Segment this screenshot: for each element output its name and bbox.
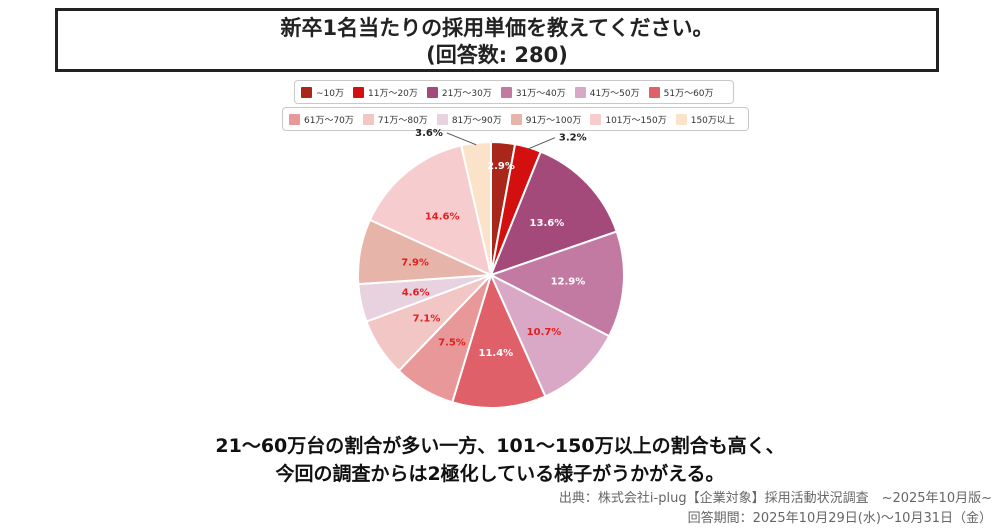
legend-swatch [648,86,660,98]
legend-label: 11万～20万 [368,88,418,99]
slice-label: 7.1% [413,313,441,324]
legend-swatch [574,86,586,98]
leader-line [527,137,556,150]
summary-line-1: 21～60万台の割合が多い一方、101～150万以上の割合も高く、 [215,435,785,457]
pie-slice [489,150,618,277]
legend-swatch [289,113,300,125]
legend-swatch [436,113,448,125]
legend-item: 11万～20万 [353,86,418,99]
legend-label: 61万～70万 [304,115,354,126]
pie-slice [488,272,611,398]
pie-slice [451,272,547,409]
legend-swatch [362,113,374,125]
legend-item: 101万～150万 [590,113,667,126]
legend-item: 91万～100万 [510,113,582,126]
legend-label: 91万～100万 [525,115,582,126]
summary-line-2: 今回の調査からは2極化している様子がうかがえる。 [275,463,725,485]
slice-label: 14.6% [425,211,460,222]
pie-slice [459,140,492,276]
slice-label: 3.2% [559,133,587,144]
pie-slice [488,230,625,338]
slice-label: 4.6% [402,287,430,298]
legend-item: 71万～80万 [362,113,428,126]
source-citation: 出典：株式会社i-plug【企業対象】採用活動状況調査 ~2025年10月版~ [558,491,992,506]
legend-label: 31万～40万 [515,88,566,99]
legend-swatch [301,86,312,98]
legend-swatch [590,113,602,125]
slice-label: 10.7% [527,327,562,338]
slice-label: 2.9% [487,161,515,172]
legend-item: 51万～60万 [648,86,714,99]
legend-swatch [510,113,522,125]
title-box: 新卒1名当たりの採用単価を教えてください。 (回答数: 280) [55,8,939,72]
legend-item: 150万以上 [675,113,735,126]
legend-item: 21万～30万 [426,86,492,99]
slice-label: 7.9% [401,257,429,268]
legend-swatch [675,113,687,125]
leader-line [446,132,477,146]
legend-label: 81万～90万 [451,115,502,126]
response-count: (回答数: 280) [426,43,568,67]
legend-label: ~10万 [316,88,344,99]
legend-row-1: ~10万 11万～20万 21万～30万 31万～40万 41万～50万 51万～60万 [294,80,734,104]
slice-label: 13.6% [530,218,565,229]
legend-label: 51万～60万 [663,88,714,99]
pie-slice [368,144,493,277]
legend-swatch [500,86,512,98]
slice-label: 7.5% [438,338,466,349]
legend-label: 21万～30万 [441,88,492,99]
legend-item: 41万～50万 [574,86,640,99]
legend-swatch [353,86,364,98]
slice-label: 11.4% [478,348,513,359]
legend-row-2: 61万～70万 71万～80万 81万～90万 91万～100万 101万～150万 15… [282,107,749,131]
legend-item: 81万～90万 [436,113,502,126]
chart-title: 新卒1名当たりの採用単価を教えてください。 [280,16,714,40]
legend-item: ~10万 [301,86,344,99]
legend-label: 101万～150万 [605,115,667,126]
legend-label: 150万以上 [690,115,735,126]
legend-item: 61万～70万 [289,113,354,126]
slice-label: 3.6% [415,128,443,139]
legend-label: 71万～80万 [377,115,428,126]
legend-swatch [426,86,438,98]
legend-label: 41万～50万 [589,88,640,99]
slice-label: 12.9% [551,277,586,288]
legend-item: 31万～40万 [500,86,566,99]
response-period: 回答期間：2025年10月29日(水)～10月31日（金） [687,511,992,526]
